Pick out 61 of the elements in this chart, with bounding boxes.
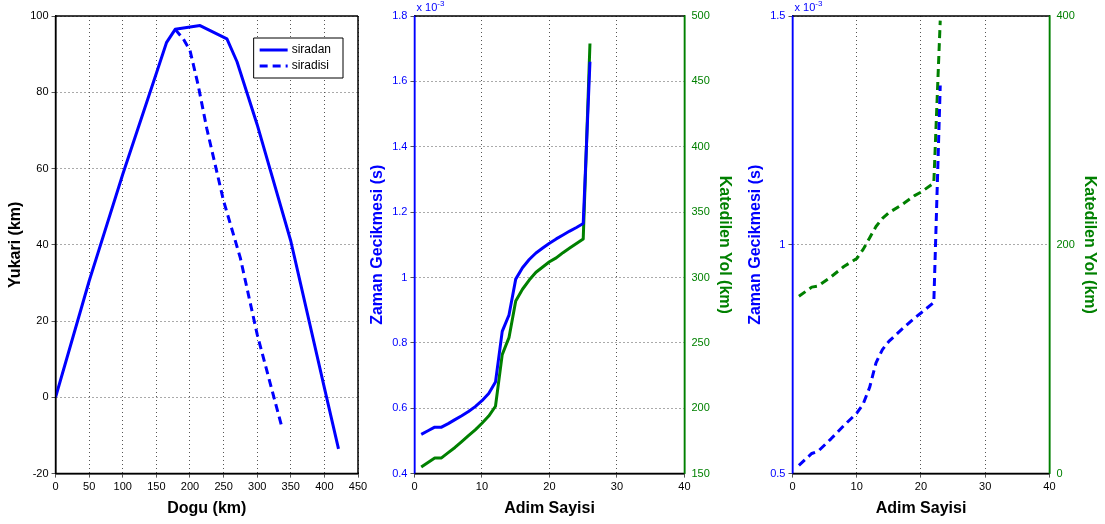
y-tick-label: 1.2 [392,205,408,218]
y2-axis-title: Katedilen Yol (km) [716,175,734,314]
x-tick-label: 0 [789,480,796,493]
y2-tick-label: 500 [691,9,710,22]
x-tick-label: 20 [543,480,556,493]
y-tick-label: 1 [401,270,408,283]
y-tick-label: 1.4 [392,139,408,152]
y-tick-label: 80 [36,85,49,98]
y2-tick-label: 250 [691,335,710,348]
x-tick-label: 200 [180,480,200,493]
y-tick-label: 0.8 [392,335,408,348]
x-tick-label: 10 [475,480,489,493]
y-tick-label: 1 [779,237,786,250]
y2-tick-label: 150 [691,466,710,479]
line-series [797,19,942,298]
x-tick-label: 20 [914,480,928,493]
x-tick-label: 40 [678,480,691,493]
y-axis-title: Zaman Gecikmesi (s) [746,164,764,325]
x-tick-label: 50 [83,480,96,493]
y2-axis-title: Katedilen Yol (km) [1081,175,1099,314]
y-tick-label: 40 [36,237,49,250]
y2-tick-label: 400 [1056,9,1075,22]
legend-label: siradan [291,42,331,57]
x-tick-label: 250 [214,480,233,493]
x-axis-title: Adim Sayisi [504,498,595,516]
y-axis-title: Zaman Gecikmesi (s) [368,164,386,325]
x-tick-label: 30 [979,480,992,493]
y2-tick-label: 450 [691,74,710,87]
y2-tick-label: 200 [691,401,710,414]
y2-tick-label: 300 [691,270,710,283]
y2-tick-label: 400 [691,139,710,152]
y-tick-label: 1.8 [392,9,408,22]
y-tick-label: 60 [36,161,49,174]
y-tick-label: 100 [30,9,49,22]
x-tick-label: 100 [113,480,132,493]
x-axis-title: Adim Sayisi [875,498,967,516]
y2-tick-label: 0 [1056,466,1063,479]
y-tick-label: 0.4 [392,466,408,479]
y-tick-label: 1.5 [770,9,786,22]
x-tick-label: 10 [850,480,863,493]
x-tick-label: 300 [248,480,267,493]
x-tick-label: 400 [315,480,334,493]
x-tick-label: 450 [348,480,368,493]
y2-tick-label: 350 [691,205,710,218]
x-tick-label: 30 [610,480,624,493]
y-tick-label: 0.5 [770,466,786,479]
y2-tick-label: 200 [1056,237,1075,250]
x-tick-label: 0 [411,480,418,493]
x-tick-label: 150 [147,480,166,493]
x-axis-title: Dogu (km) [167,498,247,516]
x-tick-label: 350 [281,480,300,493]
y-axis-title: Yukari (km) [6,201,24,288]
x-tick-label: 0 [52,480,59,493]
y-tick-label: -20 [32,466,49,479]
y-tick-label: 0.6 [392,401,408,414]
legend-label: siradisi [291,58,329,73]
y-tick-label: 20 [36,314,49,327]
line-series [797,84,942,467]
x-tick-label: 40 [1043,480,1056,493]
y-tick-label: 1.6 [392,74,408,87]
y-tick-label: 0 [42,390,49,403]
